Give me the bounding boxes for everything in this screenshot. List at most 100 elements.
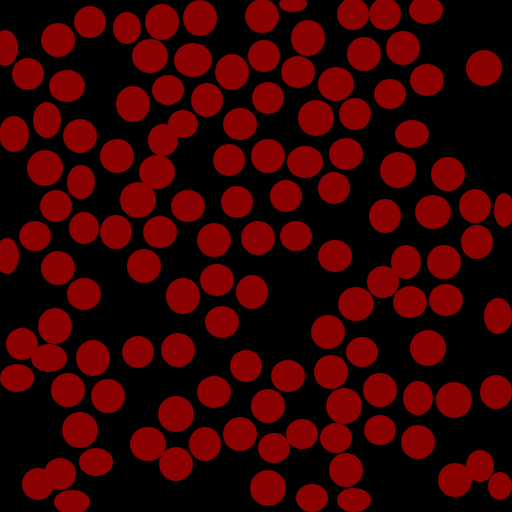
cell-blob [436,382,472,418]
cell-blob [248,40,280,72]
cell-blob [367,266,399,298]
cell-blob [409,0,443,24]
cell-blob [200,264,234,296]
cell-blob [0,116,29,152]
cell-blob [338,287,374,321]
cell-blob [339,98,371,130]
cell-blob [174,43,212,77]
cell-blob [438,463,472,497]
cell-blob [168,110,198,138]
cell-blob [459,189,491,223]
cell-blob [130,427,166,461]
cell-blob [466,50,502,86]
cell-blob [67,165,95,199]
cell-blob [38,308,72,344]
cell-blob [158,396,194,432]
cell-blob [183,0,217,36]
cell-blob [286,419,318,449]
cell-blob [189,427,221,461]
cell-blob [12,58,44,90]
cell-blob [0,30,18,66]
cell-blob [329,453,363,487]
cell-blob [364,415,396,445]
cell-blob [386,31,420,65]
cell-blob [161,333,195,367]
cell-blob [100,215,132,249]
cell-blob [236,275,268,309]
cell-blob [494,193,512,227]
cell-blob [0,364,34,392]
cell-blob [49,70,85,102]
cell-blob [251,139,285,173]
cell-blob [230,350,262,382]
cell-blob [31,344,67,372]
cell-blob [127,249,161,283]
cell-blob [113,12,141,44]
cell-blob [100,139,134,173]
cell-blob [40,190,72,222]
cell-blob [191,83,223,117]
cell-blob [250,470,286,506]
cell-blob [391,245,421,279]
cell-blob [120,182,156,218]
cell-blob [488,472,512,500]
cell-blob [33,102,61,138]
cell-blob [116,86,150,122]
cell-blob [347,37,381,71]
cell-blob [318,240,352,272]
cell-blob [369,0,401,30]
cell-blob [480,375,512,409]
cell-blob [271,360,305,392]
cell-blob [223,108,257,140]
cell-blob [311,315,345,349]
cell-blob [403,381,433,415]
cell-blob [252,82,284,114]
cell-blob [213,144,245,176]
cell-blob [287,146,323,178]
cell-blob [291,20,325,56]
cell-blob [63,119,97,153]
cell-blob [298,100,334,136]
cell-blob [139,155,175,189]
cell-blob [51,373,85,407]
cell-blob [221,186,253,218]
cell-blob [410,330,446,366]
cell-blob [122,336,154,368]
cell-blob [74,6,106,38]
cell-blob [395,120,429,148]
cell-blob [318,67,354,101]
cell-blob [466,450,494,482]
cell-blob [245,0,279,33]
cell-blob [393,286,427,318]
cell-blob [296,484,328,512]
cell-blob [41,23,75,57]
cell-blob [152,75,184,105]
cell-blob [22,468,54,500]
cell-blob [318,172,350,204]
cell-blob [320,423,352,453]
cell-blob [374,79,406,109]
cell-blob [197,376,231,408]
cell-blob [337,0,369,30]
cell-blob [215,54,249,90]
cell-blob [41,251,75,285]
cell-blob [380,152,416,188]
cell-blob [329,138,363,170]
cell-blob [363,373,397,407]
cell-blob [337,488,371,512]
cell-blob [431,157,465,191]
cell-blob [251,389,285,423]
cell-blob [159,447,193,481]
cell-blob [241,221,275,255]
cell-blob [223,417,257,451]
cell-blob [67,278,101,310]
cell-blob [79,448,113,476]
cell-blob [281,56,315,88]
cell-blob [76,340,110,376]
cell-blob [369,199,401,233]
cell-blob [401,425,435,459]
cell-blob [132,39,168,73]
